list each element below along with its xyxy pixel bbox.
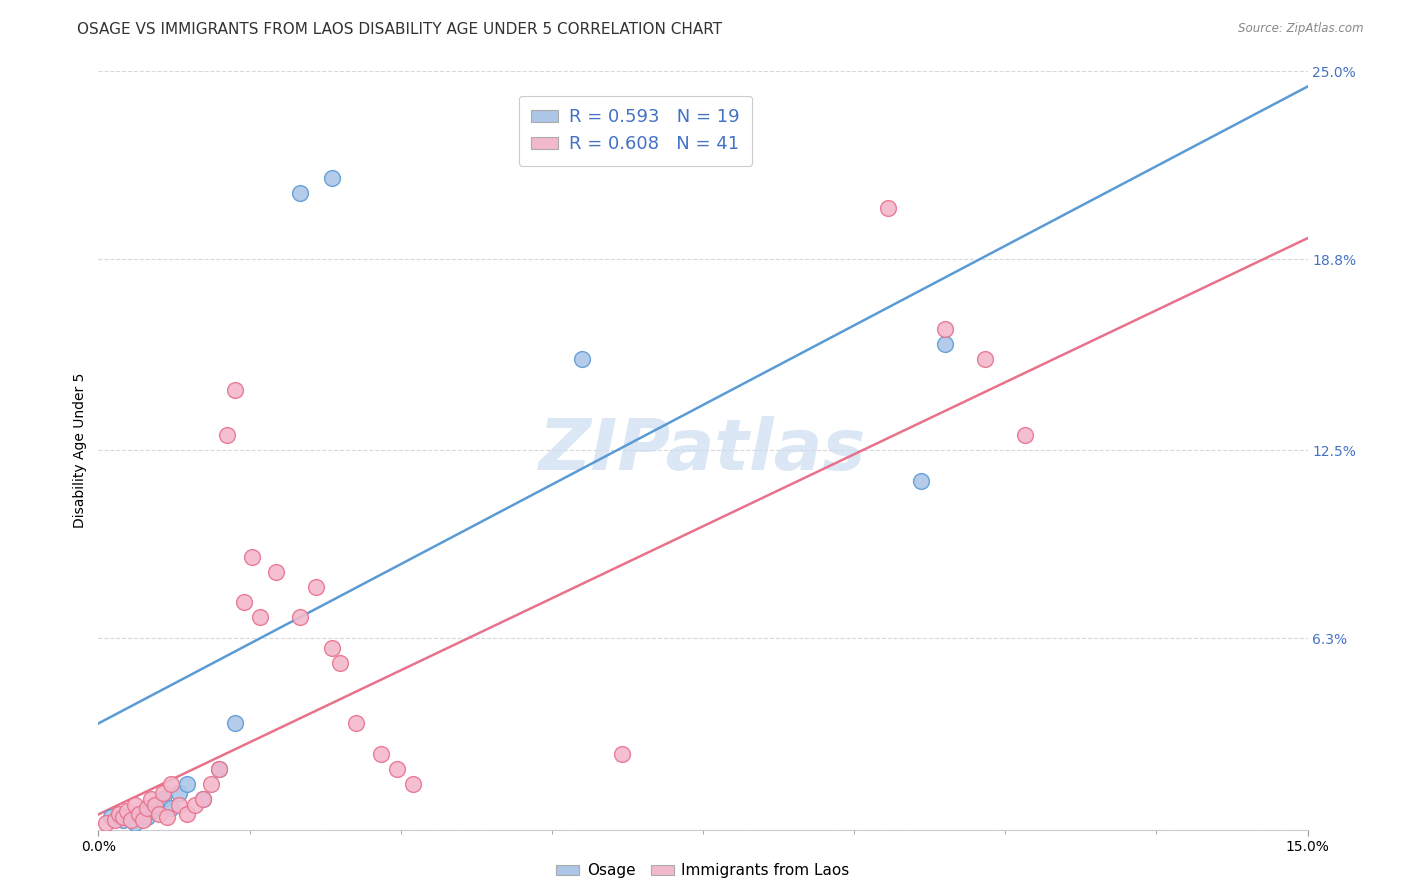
Point — [217, 428, 239, 442]
Point — [934, 337, 956, 351]
Point — [321, 640, 343, 655]
Point — [910, 474, 932, 488]
Point — [974, 352, 997, 367]
Point — [143, 798, 166, 813]
Point — [143, 798, 166, 813]
Legend: R = 0.593   N = 19, R = 0.608   N = 41: R = 0.593 N = 19, R = 0.608 N = 41 — [519, 95, 752, 166]
Point — [385, 762, 408, 776]
Point — [135, 810, 157, 824]
Point — [139, 805, 162, 819]
Y-axis label: Disability Age Under 5: Disability Age Under 5 — [73, 373, 87, 528]
Point — [115, 805, 138, 819]
Point — [167, 798, 190, 813]
Point — [344, 716, 367, 731]
Point — [612, 747, 634, 761]
Point — [208, 762, 231, 776]
Point — [224, 716, 246, 731]
Point — [224, 383, 246, 397]
Point — [176, 777, 198, 791]
Point — [240, 549, 263, 564]
Point — [877, 201, 900, 215]
Point — [120, 814, 142, 828]
Point — [288, 186, 311, 200]
Point — [100, 810, 122, 824]
Point — [264, 565, 287, 579]
Point — [370, 747, 392, 761]
Point — [128, 807, 150, 822]
Point — [152, 792, 174, 806]
Text: OSAGE VS IMMIGRANTS FROM LAOS DISABILITY AGE UNDER 5 CORRELATION CHART: OSAGE VS IMMIGRANTS FROM LAOS DISABILITY… — [77, 22, 723, 37]
Point — [132, 814, 155, 828]
Point — [232, 595, 254, 609]
Point — [571, 352, 593, 367]
Point — [139, 792, 162, 806]
Text: ZIPatlas: ZIPatlas — [540, 416, 866, 485]
Point — [193, 792, 215, 806]
Point — [305, 580, 328, 594]
Point — [193, 792, 215, 806]
Point — [176, 807, 198, 822]
Point — [934, 322, 956, 336]
Point — [249, 610, 271, 624]
Point — [184, 798, 207, 813]
Legend: Osage, Immigrants from Laos: Osage, Immigrants from Laos — [550, 857, 856, 884]
Point — [96, 816, 118, 830]
Point — [160, 801, 183, 815]
Point — [160, 777, 183, 791]
Point — [208, 762, 231, 776]
Point — [167, 786, 190, 800]
Point — [103, 814, 125, 828]
Point — [124, 816, 146, 830]
Point — [329, 656, 352, 670]
Point — [288, 610, 311, 624]
Point — [200, 777, 222, 791]
Point — [152, 786, 174, 800]
Point — [1014, 428, 1036, 442]
Point — [111, 810, 134, 824]
Point — [148, 807, 170, 822]
Point — [111, 814, 134, 828]
Text: Source: ZipAtlas.com: Source: ZipAtlas.com — [1239, 22, 1364, 36]
Point — [128, 807, 150, 822]
Point — [124, 798, 146, 813]
Point — [135, 801, 157, 815]
Point — [321, 170, 343, 185]
Point — [107, 807, 129, 822]
Point — [156, 810, 179, 824]
Point — [402, 777, 425, 791]
